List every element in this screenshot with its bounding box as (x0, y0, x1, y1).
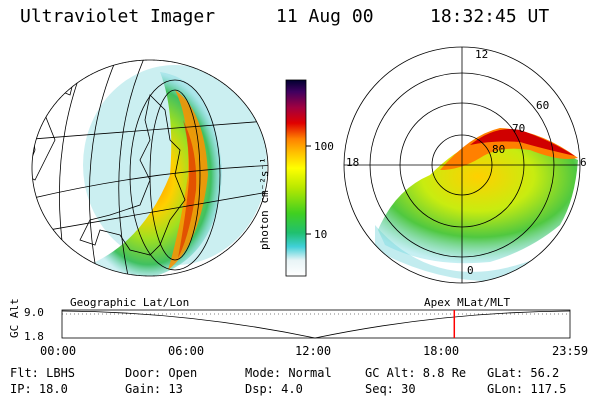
mlt-label-6: 6 (580, 156, 587, 169)
dsp-field: Dsp: 4.0 (245, 382, 303, 396)
glon-field: GLon: 117.5 (487, 382, 567, 396)
mlt-label-18: 18 (346, 156, 360, 169)
geographic-caption: Geographic Lat/Lon (70, 296, 190, 309)
mlat-label-60: 60 (536, 99, 550, 112)
mlt-label-0: 0 (467, 264, 474, 277)
altitude-tick-high: 9.0 (24, 306, 44, 319)
altitude-tick-low: 1.8 (24, 330, 44, 343)
color-scale-bar (285, 79, 311, 277)
date-label: 11 Aug 00 (276, 6, 374, 27)
seq-field: Seq: 30 (365, 382, 416, 396)
time-tick-0600: 06:00 (168, 344, 205, 358)
mlat-label-70: 70 (512, 122, 526, 135)
gain-field: Gain: 13 (125, 382, 183, 396)
altitude-strip-plot (61, 309, 571, 339)
colorbar-tick-10: 10 (314, 228, 328, 241)
glat-field: GLat: 56.2 (487, 366, 560, 380)
instrument-title: Ultraviolet Imager (20, 6, 216, 27)
colorbar-tick-100: 100 (314, 140, 334, 153)
magnetic-polar-plot (343, 46, 581, 284)
altitude-axis-label: GC Alt (8, 298, 21, 338)
filter-field: Flt: LBHS (10, 366, 76, 380)
time-tick-1800: 18:00 (423, 344, 460, 358)
door-field: Door: Open (125, 366, 198, 380)
geographic-globe (31, 59, 269, 277)
time-label: 18:32:45 UT (430, 6, 550, 27)
magnetic-caption: Apex MLat/MLT (424, 296, 511, 309)
colorbar-unit-label: photon cm⁻²s⁻¹ (258, 157, 271, 250)
time-tick-0000: 00:00 (40, 344, 77, 358)
gc-alt-field: GC Alt: 8.8 Re (365, 366, 467, 380)
mlat-label-80: 80 (492, 143, 506, 156)
time-tick-2359: 23:59 (552, 344, 589, 358)
mlt-label-12: 12 (475, 48, 489, 61)
ip-field: IP: 18.0 (10, 382, 68, 396)
mode-field: Mode: Normal (245, 366, 332, 380)
time-tick-1200: 12:00 (295, 344, 332, 358)
